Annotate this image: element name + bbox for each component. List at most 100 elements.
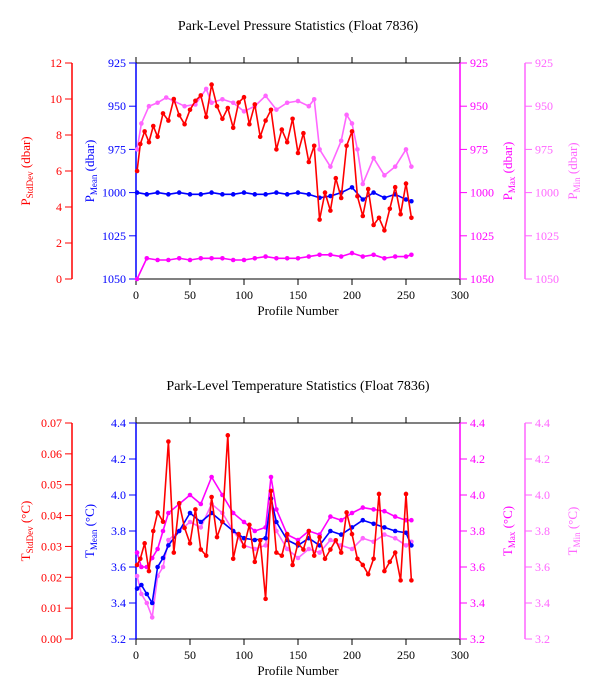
stddev-data-point [344,510,349,515]
max-tick-label: 3.8 [470,524,485,538]
min-data-point [409,164,414,169]
min-data-point [392,164,398,169]
mean-data-point [176,190,182,195]
stddev-data-point [349,531,355,537]
stddev-data-point [134,562,140,568]
max-data-point [139,564,144,570]
max-tick-label: 1025 [470,229,494,243]
max-data-point [409,517,414,523]
min-tick-label: 3.6 [535,560,550,574]
max-data-point [155,546,160,552]
max-data-point [295,255,301,261]
max-data-point [392,514,398,519]
stddev-data-point [257,537,263,543]
stddev-data-point [182,121,187,127]
max-data-point [392,254,398,259]
max-data-point [371,507,376,512]
max-data-point [274,255,279,261]
min-data-point [263,93,268,99]
mean-data-point [187,510,193,516]
mean-tick-label: 4.2 [111,452,126,466]
min-tick-label: 925 [535,56,553,70]
min-data-point [144,600,150,606]
min-data-point [198,525,204,530]
min-data-point [349,546,355,552]
stddev-data-point [155,134,160,140]
stddev-tick-label: 0.07 [41,416,62,430]
stddev-data-point [403,181,409,186]
x-tick-label: 300 [451,288,469,302]
max-data-point [371,252,376,258]
stddev-data-point [274,147,279,152]
stddev-data-point [301,130,306,136]
mean-data-point [220,192,225,197]
stddev-data-point [392,550,398,555]
chart-temperature: Park-Level Temperature Statistics (Float… [18,379,582,678]
max-data-point [187,492,193,498]
max-data-point [274,507,279,512]
stddev-data-point [344,143,349,149]
mean-tick-label: 975 [108,142,126,156]
stddev-data-point [398,211,403,217]
stddev-data-point [279,127,285,132]
max-data-point [230,257,236,263]
stddev-data-point [409,215,414,221]
mean-data-point [241,190,247,195]
mean-tick-label: 1050 [102,272,126,286]
mean-data-point [155,190,160,195]
max-tick-label: 3.6 [470,560,485,574]
mean-tick-label: 1025 [102,229,126,243]
mean-data-point [284,192,290,197]
stddev-tick-label: 6 [56,164,62,178]
max-data-point [360,505,366,510]
stddev-data-point [338,550,344,555]
min-data-point [355,147,360,152]
stddev-tick-label: 0.02 [41,570,62,584]
max-tick-label: 4.0 [470,488,485,502]
stddev-data-point [306,159,312,165]
stddev-data-point [134,168,140,174]
mean-tick-label: 3.8 [111,524,126,538]
stddev-data-point [160,111,166,116]
min-data-point [134,147,140,152]
stddev-data-point [317,217,322,222]
max-data-point [252,528,258,534]
min-data-point [382,532,387,537]
stddev-data-point [295,150,301,156]
min-data-point [306,546,312,552]
min-data-point [284,546,290,552]
stddev-data-point [349,129,355,134]
mean-data-point [134,190,140,195]
stddev-tick-label: 0.00 [41,632,62,646]
max-data-point [160,528,166,534]
stddev-data-point [301,547,306,552]
stddev-data-point [252,559,258,565]
stddev-data-point [241,544,247,549]
max-data-point [134,550,140,555]
max-data-point [166,510,171,516]
stddev-axis-label: PStdDev (dbar) [18,136,35,205]
mean-data-point [209,190,214,195]
stddev-data-point [398,578,403,583]
max-data-point [338,254,344,259]
max-data-point [409,252,414,258]
stddev-data-point [150,528,156,534]
stddev-data-point [322,556,328,562]
stddev-data-point [284,139,290,145]
mean-axis-label: PMean (dbar) [82,140,99,203]
max-data-point [176,255,182,261]
stddev-data-point [176,112,182,118]
stddev-data-point [392,184,398,190]
mean-data-point [295,190,301,195]
min-data-point [403,543,409,548]
x-tick-label: 100 [235,648,253,662]
stddev-data-point [225,433,231,438]
stddev-data-point [236,100,241,105]
max-tick-label: 925 [470,56,488,70]
stddev-data-point [387,559,393,565]
stddev-axis-label: TStdDev (°C) [18,501,35,562]
stddev-data-point [198,93,204,98]
stddev-data-point [387,206,393,212]
stddev-data-point [187,107,193,113]
min-data-point [139,591,144,597]
